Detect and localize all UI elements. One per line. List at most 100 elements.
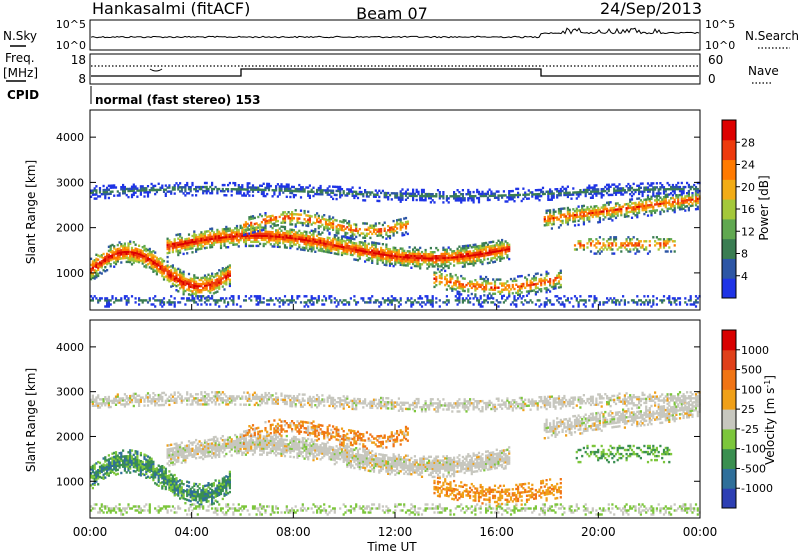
heatmap-cell xyxy=(477,283,481,286)
heatmap-cell xyxy=(479,261,482,264)
heatmap-cell xyxy=(426,297,429,300)
heatmap-cell xyxy=(125,252,128,255)
heatmap-cell xyxy=(104,299,107,302)
heatmap-cell xyxy=(595,190,598,193)
heatmap-cell xyxy=(91,476,94,480)
heatmap-cell xyxy=(460,201,463,204)
heatmap-cell xyxy=(388,256,392,259)
heatmap-cell xyxy=(444,248,447,251)
heatmap-cell xyxy=(207,238,210,241)
heatmap-cell xyxy=(282,237,285,241)
heatmap-cell xyxy=(376,260,379,263)
heatmap-cell xyxy=(460,253,463,256)
heatmap-cell xyxy=(186,252,189,255)
heatmap-cell xyxy=(209,185,212,189)
heatmap-cell xyxy=(522,197,525,201)
heatmap-cell xyxy=(561,301,564,304)
heatmap-cell xyxy=(477,301,481,304)
heatmap-cell xyxy=(177,273,180,277)
heatmap-cell xyxy=(383,229,386,232)
heatmap-cell xyxy=(547,196,550,199)
heatmap-cell xyxy=(420,196,424,200)
heatmap-cell xyxy=(209,277,212,280)
heatmap-cell xyxy=(490,296,493,299)
heatmap-cell xyxy=(221,183,224,187)
heatmap-cell xyxy=(501,253,504,256)
heatmap-cell xyxy=(243,225,246,228)
heatmap-cell xyxy=(666,201,669,204)
heatmap-cell xyxy=(292,185,295,189)
heatmap-cell xyxy=(278,187,281,190)
heatmap-cell xyxy=(184,244,187,247)
heatmap-cell xyxy=(182,276,185,280)
heatmap-cell xyxy=(283,221,287,224)
heatmap-cell xyxy=(266,234,269,238)
heatmap-cell xyxy=(399,299,402,302)
heatmap-cell xyxy=(310,223,313,226)
heatmap-cell xyxy=(492,252,495,256)
heatmap-cell xyxy=(326,244,329,248)
heatmap-cell xyxy=(549,301,552,304)
heatmap-cell xyxy=(383,191,386,195)
heatmap-cell xyxy=(501,295,504,298)
heatmap-cell xyxy=(442,191,445,194)
heatmap-cell xyxy=(326,225,329,228)
heatmap-cell xyxy=(481,242,484,245)
heatmap-cell xyxy=(107,257,110,261)
heatmap-cell xyxy=(664,188,667,191)
heatmap-cell xyxy=(168,278,171,281)
heatmap-cell xyxy=(296,237,299,240)
heatmap-cell xyxy=(196,246,199,249)
heatmap-cell xyxy=(296,297,299,300)
heatmap-cell xyxy=(230,299,233,302)
heatmap-cell xyxy=(250,225,253,229)
heatmap-cell xyxy=(130,195,134,199)
heatmap-cell xyxy=(677,181,680,185)
heatmap-cell xyxy=(369,224,372,227)
heatmap-cell xyxy=(404,256,408,259)
heatmap-cell xyxy=(118,251,121,254)
heatmap-cell xyxy=(657,238,660,241)
heatmap-cell xyxy=(547,221,550,224)
heatmap-cell xyxy=(460,197,463,200)
heatmap-cell xyxy=(109,246,112,250)
heatmap-cell xyxy=(335,229,338,232)
heatmap-cell xyxy=(166,255,169,259)
heatmap-cell xyxy=(187,237,191,240)
heatmap-cell xyxy=(93,404,96,407)
heatmap-cell xyxy=(289,236,292,240)
heatmap-cell xyxy=(565,187,568,190)
heatmap-cell xyxy=(269,219,272,222)
heatmap-cell xyxy=(305,295,308,298)
heatmap-cell xyxy=(689,297,692,300)
heatmap-cell xyxy=(420,301,424,304)
heatmap-cell xyxy=(358,186,361,190)
heatmap-cell xyxy=(145,253,148,257)
heatmap-cell xyxy=(179,281,182,284)
heatmap-cell xyxy=(298,295,301,298)
heatmap-cell xyxy=(511,196,514,199)
heatmap-cell xyxy=(607,183,610,186)
heatmap-cell xyxy=(392,248,395,251)
heatmap-cell xyxy=(243,231,246,235)
heatmap-cell xyxy=(98,471,102,475)
heatmap-cell xyxy=(374,245,377,249)
heatmap-cell xyxy=(387,229,390,232)
heatmap-cell xyxy=(557,218,561,221)
heatmap-cell xyxy=(289,299,292,302)
heatmap-cell xyxy=(276,235,279,238)
heatmap-cell xyxy=(501,288,504,291)
heatmap-cell xyxy=(237,184,240,187)
heatmap-cell xyxy=(170,192,173,195)
heatmap-cell xyxy=(187,241,191,244)
heatmap-cell xyxy=(248,182,251,185)
heatmap-cell xyxy=(91,268,94,271)
heatmap-cell xyxy=(282,235,285,239)
heatmap-cell xyxy=(648,210,651,213)
heatmap-cell xyxy=(527,189,530,192)
heatmap-cell xyxy=(420,198,424,202)
heatmap-cell xyxy=(431,295,434,298)
heatmap-cell xyxy=(456,261,459,265)
heatmap-cell xyxy=(606,209,609,213)
heatmap-cell xyxy=(447,280,450,283)
